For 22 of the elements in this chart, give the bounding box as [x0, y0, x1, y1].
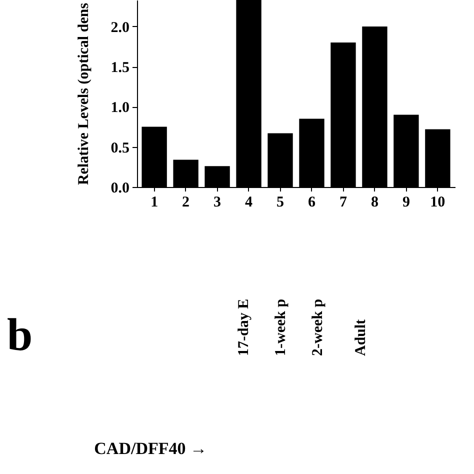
x-tick-label: 10: [430, 194, 446, 210]
y-tick-label: 0.5: [110, 140, 130, 156]
x-tick-label: 6: [308, 194, 316, 210]
text: b: [7, 309, 33, 360]
text: 2-week p: [310, 298, 326, 356]
y-tick-label: 1.5: [110, 60, 130, 76]
x-tick-label: 9: [402, 194, 410, 210]
x-tick-label: 3: [214, 194, 222, 210]
x-tick-label: 5: [276, 194, 284, 210]
y-tick-label: 1.0: [110, 100, 130, 116]
x-tick-label: 1: [150, 194, 158, 210]
text: 1-week p: [273, 298, 289, 356]
y-axis-title: Relative Levels (optical dens: [76, 2, 92, 186]
y-tick-label: 2.0: [110, 20, 130, 36]
text: CAD/DFF40 →: [94, 439, 207, 458]
y-tick-label: 0.0: [110, 180, 130, 196]
x-tick-label: 8: [370, 194, 378, 210]
x-tick-label: 4: [245, 194, 254, 210]
x-tick-label: 7: [339, 194, 348, 210]
text: Adult: [353, 319, 369, 356]
x-tick-label: 2: [182, 194, 190, 210]
text: 17-day E: [236, 298, 252, 356]
